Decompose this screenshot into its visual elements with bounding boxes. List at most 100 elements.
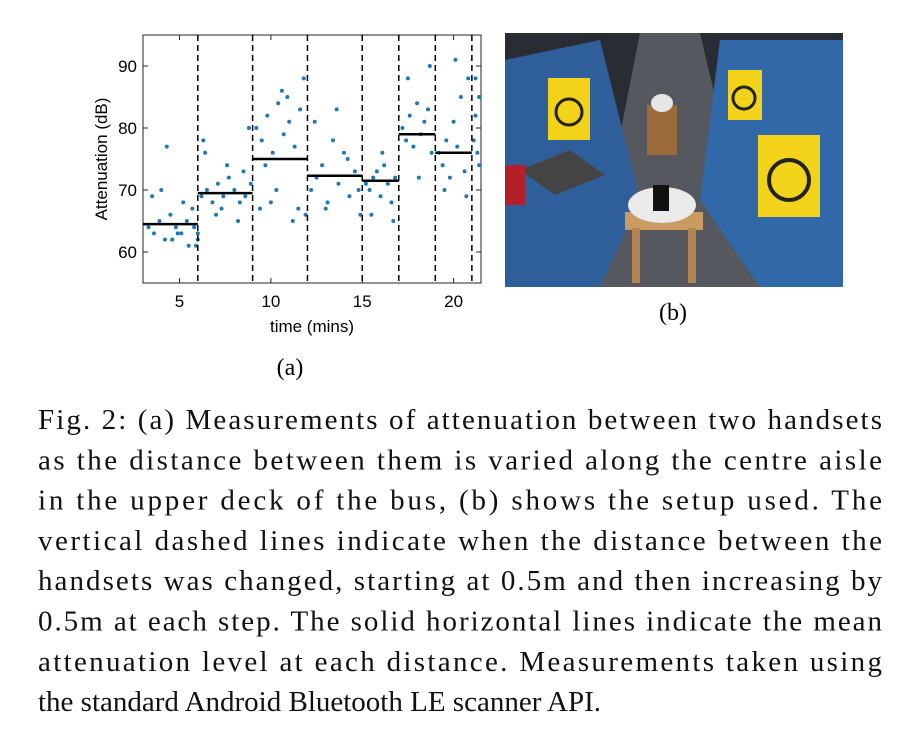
data-point [380,150,385,155]
y-axis-label: Attenuation (dB) [92,98,111,221]
caption-line: Fig. 2: (a) Measurements of attenuation … [38,404,882,436]
data-point [325,200,330,205]
data-point [405,76,410,81]
data-point [146,225,151,230]
data-point [363,181,368,186]
data-point [429,150,434,155]
data-point [371,175,376,180]
data-point [150,194,155,199]
data-point [367,188,372,192]
data-point [270,150,275,155]
data-point [225,163,230,168]
data-point [464,194,469,199]
data-point [170,237,175,242]
panel-label: (a) [277,355,304,381]
data-point [312,119,317,124]
data-point [193,243,198,248]
data-point [190,206,195,211]
data-point [168,212,173,217]
data-point [451,119,456,124]
data-point [157,219,162,223]
caption-line: attenuation level at each distance. Meas… [38,646,882,678]
data-point [356,188,361,192]
data-point [447,175,452,180]
x-tick-label: 15 [353,292,372,311]
data-point [309,188,314,192]
data-point [237,200,242,205]
data-point [427,64,432,68]
x-tick-label: 10 [261,292,280,311]
data-point [175,231,180,236]
data-point [358,212,363,217]
data-point [415,101,420,106]
data-point [265,113,270,118]
data-point [345,157,350,161]
data-point [477,163,482,168]
data-point [385,181,390,186]
data-point [426,107,431,112]
data-point [219,206,224,211]
data-point [473,113,478,118]
caption-line: as the distance between them is varied a… [38,444,882,476]
y-tick-label: 70 [118,181,137,200]
data-point [290,219,295,223]
data-point [292,144,297,149]
data-point [453,57,458,62]
data-point [192,225,197,230]
data-point [389,200,394,205]
data-point [411,144,416,149]
data-point [442,188,447,192]
data-point [241,169,246,174]
data-point [164,144,169,149]
data-point [378,194,383,199]
data-point [440,163,445,168]
data-point [301,76,306,81]
data-point [473,76,478,81]
data-point [320,163,325,168]
data-point [374,169,379,174]
data-point [254,126,259,130]
caption-line: handsets was changed, starting at 0.5m a… [38,565,883,597]
data-point [226,175,231,180]
data-point [404,138,409,143]
data-point [407,113,412,118]
data-point [248,181,253,186]
data-point [444,138,449,143]
data-point [243,194,248,199]
data-point [263,163,268,168]
caption-line: 0.5m at each step. The solid horizontal … [38,606,882,638]
data-point [268,200,273,205]
caption-line: the standard Android Bluetooth LE scanne… [38,686,601,718]
data-point [391,219,396,223]
data-point [296,206,301,211]
data-point [276,101,281,106]
data-point [181,200,186,205]
data-point [298,107,303,112]
data-point [336,181,341,186]
data-point [215,181,220,186]
data-point [257,206,262,211]
setup-photo [505,33,843,287]
data-point [173,225,178,230]
data-point [466,76,471,81]
data-point [455,144,460,149]
data-point [303,212,308,217]
data-point [159,188,164,192]
data-point [477,95,482,99]
data-point [195,231,200,236]
caption-line: vertical dashed lines indicate when the … [38,525,882,557]
data-point [369,212,374,217]
data-point [221,194,226,199]
data-point [210,200,215,205]
data-point [151,231,156,236]
data-point [184,219,189,223]
panel-label: (b) [659,300,687,326]
plot-frame [142,34,482,284]
caption-line: in the upper deck of the bus, (b) shows … [38,485,882,517]
data-point [382,163,387,168]
data-point [458,95,463,99]
data-point [201,138,206,143]
data-point [416,175,421,180]
